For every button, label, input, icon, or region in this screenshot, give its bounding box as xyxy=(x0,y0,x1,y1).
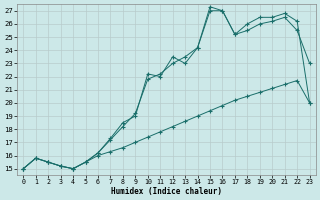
X-axis label: Humidex (Indice chaleur): Humidex (Indice chaleur) xyxy=(111,187,222,196)
